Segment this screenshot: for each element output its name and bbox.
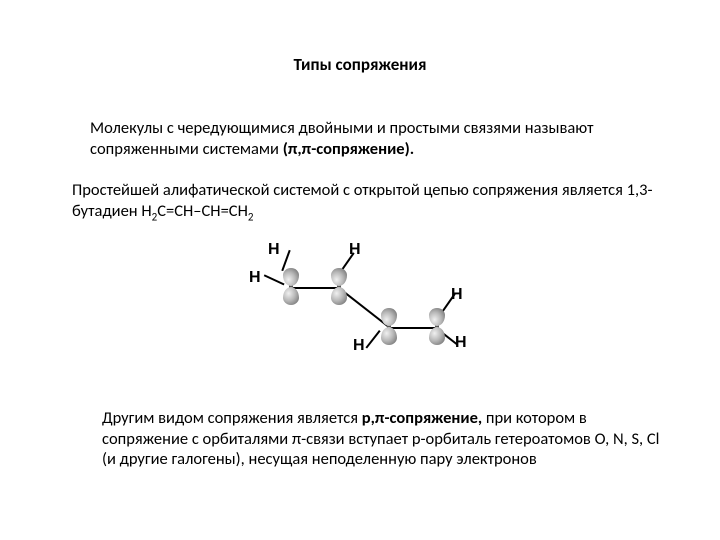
paragraph-1: Молекулы с чередующимися двойными и прос… <box>90 118 660 159</box>
hydrogen-label: H <box>353 337 365 355</box>
para3-text-a: Другим видом сопряжения является <box>102 408 362 428</box>
paragraph-2: Простейшей алифатической системой с откр… <box>72 180 662 221</box>
slide-title: Типы сопряжения <box>0 54 720 75</box>
para2-text-b: C=CH–CH=CH <box>157 201 248 221</box>
para2-sub2: 2 <box>248 210 254 223</box>
p-orbital <box>283 268 299 305</box>
p-orbital <box>331 268 347 305</box>
hydrogen-label: H <box>455 334 467 352</box>
hydrogen-label: H <box>451 286 463 304</box>
p-orbital <box>381 308 397 345</box>
p-orbital <box>429 308 445 345</box>
hydrogen-label: H <box>268 241 280 259</box>
para3-bold: р,π-сопряжение, <box>362 408 482 428</box>
bond <box>264 275 285 286</box>
para1-bold: (π,π-сопряжение). <box>283 139 414 159</box>
paragraph-3: Другим видом сопряжения является р,π-соп… <box>102 408 662 470</box>
hydrogen-label: H <box>249 269 261 287</box>
butadiene-diagram: HHHHHH <box>225 236 495 396</box>
bond <box>366 330 381 348</box>
hydrogen-label: H <box>349 241 361 259</box>
